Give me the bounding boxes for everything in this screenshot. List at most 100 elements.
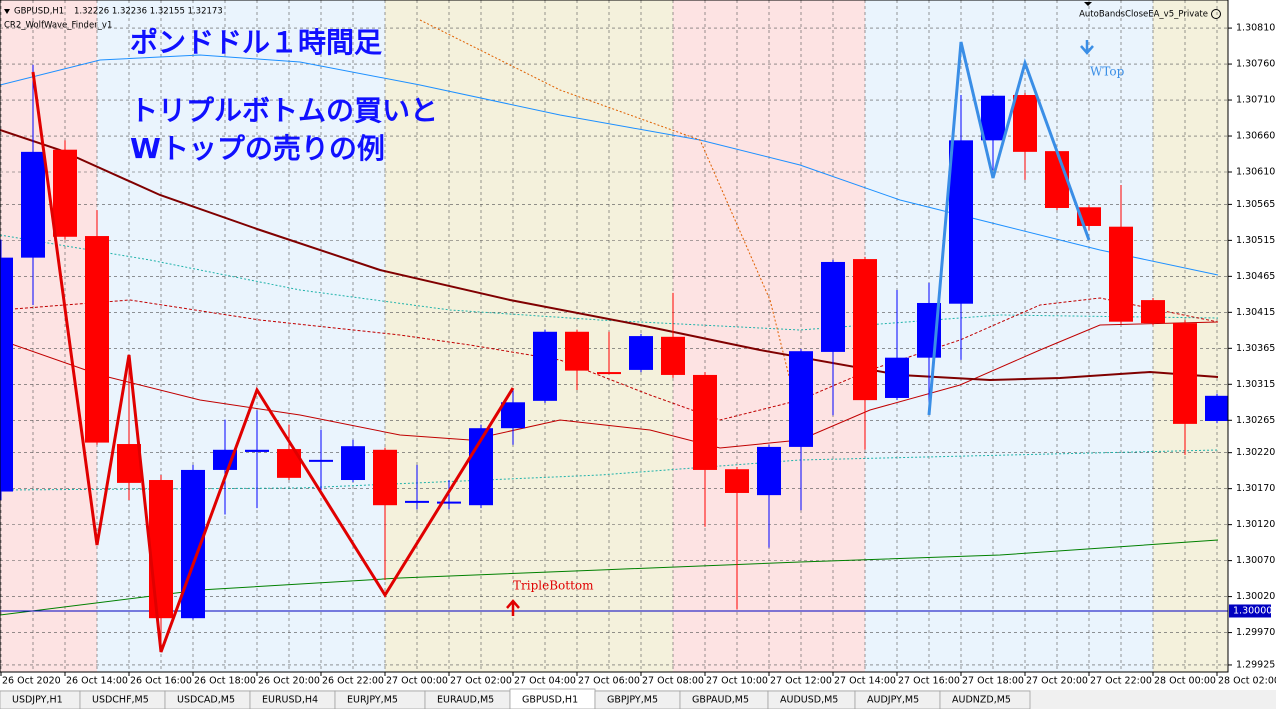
x-tick-label: 27 Oct 20:00 (1026, 676, 1088, 687)
candle-body (1141, 300, 1165, 324)
candle-body (789, 351, 813, 447)
candle-body (725, 469, 749, 493)
x-tick-label: 28 Oct 00:00 (1154, 676, 1216, 687)
y-tick-label: 1.30265 (1236, 415, 1275, 426)
x-tick-label: 27 Oct 10:00 (706, 676, 768, 687)
x-tick-label: 27 Oct 00:00 (386, 676, 448, 687)
zone (865, 0, 1153, 672)
zone (385, 0, 673, 672)
tab-label[interactable]: GBPAUD,M5 (692, 695, 749, 706)
y-tick-label: 1.30170 (1236, 483, 1275, 494)
candle-body (949, 140, 973, 304)
tab-label[interactable]: AUDUSD,M5 (780, 695, 838, 706)
candle-body (341, 446, 365, 481)
candle-body (693, 374, 717, 470)
candle-body (117, 444, 141, 483)
tab-label[interactable]: GBPUSD,H1 (522, 695, 578, 706)
x-tick-label: 26 Oct 18:00 (194, 676, 256, 687)
buy-arrow (506, 599, 520, 616)
candle-body (501, 402, 525, 429)
tab-label[interactable]: EURUSD,H4 (262, 695, 318, 706)
y-tick-label: 1.30660 (1236, 131, 1275, 142)
candle-body (149, 480, 173, 619)
y-tick-label: 1.30120 (1236, 519, 1275, 530)
tab-label[interactable]: EURJPY,M5 (347, 695, 398, 706)
candle-body (53, 149, 77, 237)
candle-body (437, 501, 461, 504)
x-tick-label: 27 Oct 02:00 (450, 676, 512, 687)
symbol: GBPUSD,H1 (14, 7, 64, 17)
tab[interactable] (939, 690, 1031, 709)
candle-body (597, 372, 621, 375)
x-tick-label: 27 Oct 16:00 (898, 676, 960, 687)
candle-body (1205, 395, 1228, 422)
zone (0, 0, 97, 672)
band-line (0, 297, 1219, 421)
candle-body (21, 151, 45, 258)
y-tick-label: 1.30465 (1236, 271, 1275, 282)
tab-label[interactable]: AUDNZD,M5 (952, 695, 1011, 706)
x-tick-label: 26 Oct 22:00 (322, 676, 384, 687)
expert-name: AutoBandsCloseEA_v5_Private (1079, 10, 1208, 20)
candle-body (885, 357, 909, 398)
x-tick-label: 28 Oct 02:00 (1218, 676, 1276, 687)
y-tick-label: 1.30610 (1236, 167, 1275, 178)
y-tick-label: 1.30415 (1236, 307, 1275, 318)
tabs: USDJPY,H1 USDCHF,M5 USDCAD,M5 EURUSD,H4 EURJ… (0, 688, 1031, 709)
x-tick-label: 27 Oct 14:00 (834, 676, 896, 687)
candle-body (85, 236, 109, 443)
tab-label[interactable]: USDCAD,M5 (177, 695, 235, 706)
tab-label[interactable]: USDJPY,H1 (12, 695, 63, 706)
candle-body (661, 336, 685, 375)
y-tick-label: 1.30810 (1236, 23, 1275, 34)
y-tick-label: 1.30020 (1236, 591, 1275, 602)
y-tick-label: 1.29925 (1236, 659, 1275, 670)
candle-body (565, 331, 589, 371)
x-tick-label: 26 Oct 2020 (2, 676, 61, 687)
x-tick-label: 26 Oct 20:00 (258, 676, 320, 687)
wolfwave-zigzag (31, 71, 515, 653)
tab-label[interactable]: EURAUD,M5 (437, 695, 494, 706)
y-tick-label: 1.30070 (1236, 555, 1275, 566)
indicator-name: CR2_WolfWave_Finder_v1 (4, 21, 112, 31)
wolfwave-zigzag (927, 41, 1091, 416)
wolfwave-lines (31, 41, 1091, 653)
band-line (0, 321, 1219, 449)
candle-body (981, 95, 1005, 141)
y-tick-label: 1.30315 (1236, 379, 1275, 390)
tab-label[interactable]: USDCHF,M5 (92, 695, 149, 706)
candle-body (373, 449, 397, 506)
candle-body (757, 446, 781, 496)
collapse-icon[interactable] (4, 9, 10, 14)
band-line (0, 54, 1219, 276)
candle-body (245, 449, 269, 452)
candles (0, 64, 1228, 653)
plot-frame (0, 0, 1229, 673)
y-tick-label: 1.30220 (1236, 447, 1275, 458)
tab-label[interactable]: GBPJPY,M5 (607, 695, 658, 706)
candle-body (629, 336, 653, 370)
expert-icon (1211, 9, 1221, 19)
tab-label[interactable]: AUDJPY,M5 (867, 695, 919, 706)
moving-average (0, 129, 1219, 382)
x-tick-label: 27 Oct 18:00 (962, 676, 1024, 687)
x-tick-label: 26 Oct 16:00 (130, 676, 192, 687)
x-tick-label: 27 Oct 22:00 (1090, 676, 1152, 687)
x-tick-label: 27 Oct 06:00 (578, 676, 640, 687)
y-tick-label: 1.30515 (1236, 235, 1275, 246)
candle-body (1013, 95, 1037, 152)
price-axis: 1.30810 1.30760 1.30710 1.30660 1.30610 1.305… (1228, 23, 1275, 670)
candle-body (1173, 323, 1197, 424)
y-tick-label: 1.30760 (1236, 59, 1275, 70)
zone (97, 0, 385, 672)
price-line-tag (1229, 604, 1271, 618)
shift-marker (1084, 2, 1092, 6)
x-tick-label: 27 Oct 08:00 (642, 676, 704, 687)
price-line-label: 1.30000 (1233, 605, 1272, 616)
y-tick-label: 1.30710 (1236, 95, 1275, 106)
band-line (419, 19, 801, 421)
overlay-title: トリプルボトムの買いと (130, 94, 438, 127)
candle-body (821, 261, 845, 352)
candle-body (0, 257, 13, 492)
